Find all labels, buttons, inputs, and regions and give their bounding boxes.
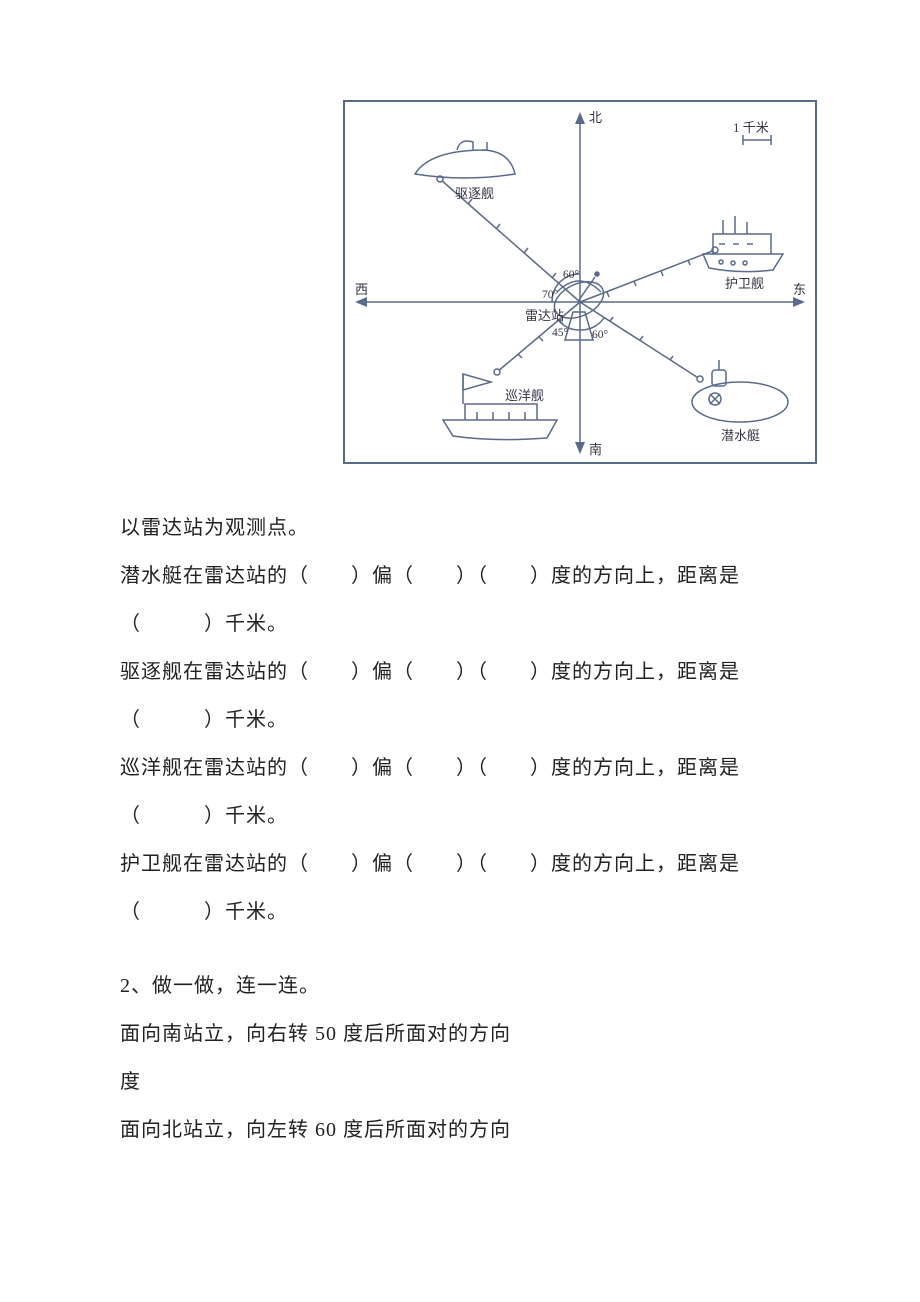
q2-title-text: 2、做一做，连一连。 <box>120 962 920 1010</box>
label-submarine: 潜水艇 <box>721 428 760 443</box>
arrow-north <box>575 112 585 124</box>
label-angle-60a: 60° <box>563 269 580 281</box>
radar-svg: 北 南 东 西 1 千米 雷达站 驱逐舰 护卫舰 巡洋舰 潜水艇 60° 70°… <box>345 102 815 462</box>
q2-row-2: 面向北站立，向左转 60 度后所面对的方向 西偏南 40 <box>120 1106 920 1154</box>
destroyer-icon <box>415 141 515 178</box>
label-south: 南 <box>589 442 602 457</box>
q2-row-0-left: 面向南站立，向右转 50 度后所面对的方向 <box>120 1010 511 1058</box>
q2-row-1: 度 <box>120 1058 920 1106</box>
q1-line-6: 护卫舰在雷达站的（ ）偏（ ）（ ）度的方向上，距离是 <box>120 840 920 888</box>
scale-bar <box>743 135 771 145</box>
q2-row-1-left: 度 <box>120 1058 141 1106</box>
q2-row-0: 面向南站立，向右转 50 度后所面对的方向 西偏南 30 <box>120 1010 920 1058</box>
q2-row-2-left: 面向北站立，向左转 60 度后所面对的方向 <box>120 1106 511 1154</box>
q1-intro-text: 以雷达站为观测点。 <box>120 504 920 552</box>
label-angle-70: 70° <box>542 289 559 301</box>
q1-line-0: 潜水艇在雷达站的（ ）偏（ ）（ ）度的方向上，距离是 <box>120 552 920 600</box>
q1-line-3: （ ）千米。 <box>120 696 920 744</box>
arrow-west <box>355 297 367 307</box>
figure-border: 北 南 东 西 1 千米 雷达站 驱逐舰 护卫舰 巡洋舰 潜水艇 60° 70°… <box>343 100 817 464</box>
q1-line-5: （ ）千米。 <box>120 792 920 840</box>
label-scale: 1 千米 <box>733 120 769 135</box>
label-west: 西 <box>355 282 368 297</box>
label-angle-45: 45° <box>552 327 569 339</box>
arrow-south <box>575 442 585 454</box>
label-angle-60b: 60° <box>592 329 609 341</box>
label-destroyer: 驱逐舰 <box>455 186 494 201</box>
cruiser-icon <box>443 374 557 440</box>
q1-line-2: 驱逐舰在雷达站的（ ）偏（ ）（ ）度的方向上，距离是 <box>120 648 920 696</box>
q1-line-4: 巡洋舰在雷达站的（ ）偏（ ）（ ）度的方向上，距离是 <box>120 744 920 792</box>
radar-figure: 北 南 东 西 1 千米 雷达站 驱逐舰 护卫舰 巡洋舰 潜水艇 60° 70°… <box>120 100 920 464</box>
frigate-icon <box>703 216 783 272</box>
q1-line-1: （ ）千米。 <box>120 600 920 648</box>
q1-line-7: （ ）千米。 <box>120 888 920 936</box>
submarine-icon <box>692 360 788 422</box>
label-radar: 雷达站 <box>525 308 564 323</box>
label-cruiser: 巡洋舰 <box>505 388 544 403</box>
ray-frigate <box>580 250 715 302</box>
label-frigate: 护卫舰 <box>725 276 764 291</box>
arrow-east <box>793 297 805 307</box>
label-east: 东 <box>793 282 806 297</box>
label-north: 北 <box>589 110 602 125</box>
